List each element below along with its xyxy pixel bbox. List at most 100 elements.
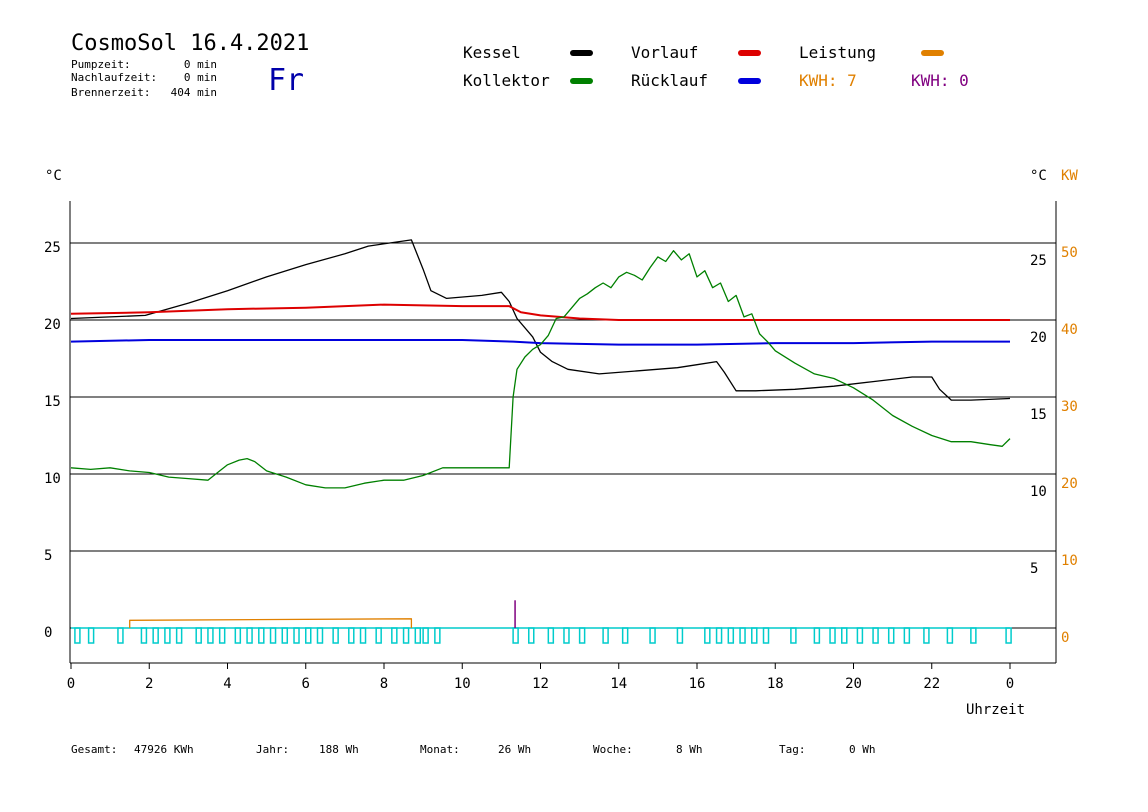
footer-woche-label: Woche: [593, 743, 633, 756]
x-tick-2: 4 [223, 676, 231, 692]
weekday-label: Fr [268, 63, 304, 98]
series-line-leistung [129, 618, 413, 628]
pump-pulse [762, 627, 770, 644]
legend-kessel: Kessel [463, 43, 521, 62]
footer-jahr-value: 188 Wh [319, 743, 359, 756]
pump-pulse [829, 627, 836, 644]
gridlines [70, 242, 1056, 629]
pump-pulse [547, 627, 555, 644]
x-tick-9: 18 [767, 676, 784, 692]
y-tick-left-10: 10 [44, 471, 61, 487]
pump-pulse [970, 627, 977, 644]
legend-kwh-secondary: KWH: 0 [911, 71, 969, 90]
y-tick-right-temp-5: 5 [1030, 561, 1038, 577]
pump-pulse [434, 627, 441, 644]
pumpzeit-value: 0 min [184, 58, 217, 71]
right-axis-unit-power: KW [1061, 168, 1078, 184]
legend-kollektor: Kollektor [463, 71, 550, 90]
pump-pulse [676, 627, 684, 644]
pump-pulse [903, 627, 911, 644]
x-tick-5: 10 [454, 676, 471, 692]
pump-pulse [74, 627, 81, 644]
y-tick-right-temp-10: 10 [1030, 484, 1047, 500]
series [70, 239, 1012, 644]
series-line-kessel [70, 239, 1011, 401]
nachlaufzeit-label: Nachlaufzeit: [71, 71, 157, 84]
pump-pulse [1005, 627, 1012, 644]
pump-pulse [281, 627, 289, 644]
x-tick-12: 0 [1006, 676, 1014, 692]
pump-pulse [887, 627, 895, 644]
pump-pulse [621, 627, 629, 644]
footer-monat-label: Monat: [420, 743, 460, 756]
pump-pulse [316, 627, 324, 644]
pump-pulse [117, 627, 124, 644]
x-tick-10: 20 [845, 676, 862, 692]
legend-leistung: Leistung [799, 43, 876, 62]
pump-pulse [715, 627, 723, 644]
pump-pulse [359, 627, 367, 644]
y-tick-left-20: 20 [44, 317, 61, 333]
legend: Kessel Vorlauf Leistung Kollektor Rückla… [463, 43, 969, 90]
pump-pulse [790, 627, 797, 644]
legend-ruecklauf: Rücklauf [631, 71, 708, 90]
pump-pulse [923, 627, 930, 644]
footer-gesamt-label: Gesamt: [71, 743, 117, 756]
y-tick-left-0: 0 [44, 625, 52, 641]
footer-tag-label: Tag: [779, 743, 806, 756]
pump-pulse [528, 627, 535, 644]
y-tick-right-temp-20: 20 [1030, 330, 1047, 346]
pump-pulse [751, 627, 758, 644]
pump-pulse [704, 627, 711, 644]
y-tick-right-power-40: 40 [1061, 322, 1078, 338]
y-tick-right-power-30: 30 [1061, 399, 1078, 415]
pump-pulse [293, 627, 300, 644]
footer-woche-value: 8 Wh [676, 743, 703, 756]
pump-pulse [195, 627, 202, 644]
pump-pulse [739, 627, 746, 644]
legend-vorlauf: Vorlauf [631, 43, 698, 62]
pump-pulse [872, 627, 879, 644]
pump-pulse [414, 627, 422, 644]
y-tick-right-power-0: 0 [1061, 630, 1069, 646]
x-tick-11: 22 [923, 676, 940, 692]
pump-pulse [218, 627, 226, 644]
footer-gesamt-value: 47926 KWh [134, 743, 194, 756]
pump-pulse [563, 627, 570, 644]
x-tick-7: 14 [610, 676, 627, 692]
pump-pulse [578, 627, 586, 644]
x-axis-label: Uhrzeit [966, 702, 1025, 718]
series-line-vorlauf [70, 303, 1010, 321]
legend-kwh-total: KWH: 7 [799, 71, 857, 90]
pump-pulse [813, 627, 821, 644]
y-tick-left-5: 5 [44, 548, 52, 564]
x-tick-3: 6 [302, 676, 310, 692]
footer-jahr-label: Jahr: [256, 743, 289, 756]
y-tick-right-power-10: 10 [1061, 553, 1078, 569]
pump-pulse [375, 627, 382, 644]
pump-pulse [649, 627, 656, 644]
pump-pulse [234, 627, 242, 644]
pump-pulse [727, 627, 735, 644]
pump-pulse [87, 627, 95, 644]
series-line-kollektor [70, 250, 1011, 489]
chart-title: CosmoSol 16.4.2021 [71, 31, 309, 56]
x-tick-6: 12 [532, 676, 549, 692]
pump-pulse [305, 627, 312, 644]
pump-pulse [332, 627, 339, 644]
pump-pulse [946, 627, 954, 644]
footer-tag-value: 0 Wh [849, 743, 876, 756]
left-axis-unit: °C [45, 168, 62, 184]
pumpzeit-label: Pumpzeit: [71, 58, 131, 71]
y-tick-right-temp-15: 15 [1030, 407, 1047, 423]
pump-pulse [402, 627, 410, 644]
pump-pulse [348, 627, 355, 644]
pump-pulse [152, 627, 159, 644]
pump-pulse [856, 627, 864, 644]
y-tick-right-temp-25: 25 [1030, 253, 1047, 269]
y-tick-right-power-50: 50 [1061, 245, 1078, 261]
pump-pulse [841, 627, 848, 644]
pump-pulse [391, 627, 398, 644]
pump-pulse [140, 627, 148, 644]
